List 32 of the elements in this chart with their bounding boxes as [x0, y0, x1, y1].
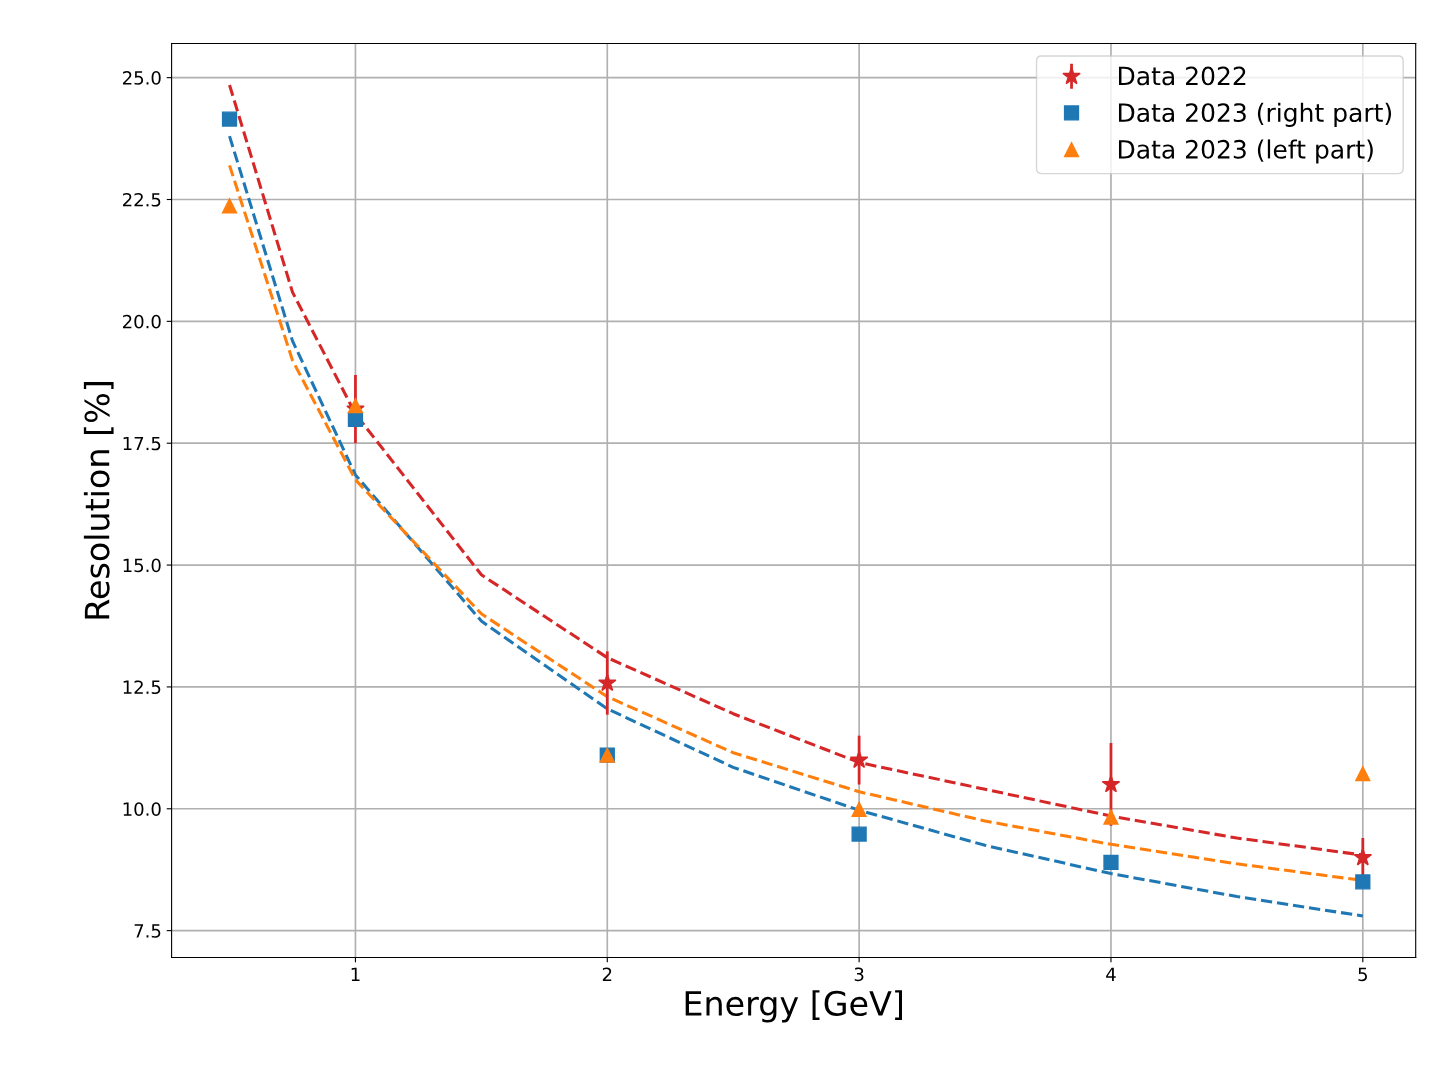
point	[347, 411, 364, 427]
point	[1101, 774, 1121, 793]
legend-label: Data 2023 (right part)	[1118, 102, 1392, 127]
y-tick-label: 20.0	[123, 314, 161, 329]
legend-label: Data 2023 (left part)	[1118, 139, 1373, 164]
point	[598, 673, 617, 692]
point	[849, 750, 869, 769]
point	[1353, 847, 1373, 866]
y-tick-label: 17.5	[123, 436, 161, 451]
legend-label: Data 2022	[1118, 66, 1246, 86]
y-axis-title: Resolution [%]	[83, 382, 114, 619]
point	[851, 801, 867, 817]
x-axis-title: Energy [GeV]	[685, 990, 903, 1023]
x-tick-label: 2	[602, 967, 612, 981]
y-tick-label: 22.5	[123, 192, 161, 207]
point	[1103, 809, 1119, 825]
y-tick-label: 25.0	[123, 71, 161, 85]
x-tick-label: 5	[1358, 967, 1367, 982]
point	[347, 398, 364, 414]
y-tick-label: 10.0	[123, 802, 161, 816]
point	[221, 111, 238, 127]
point	[221, 198, 238, 214]
x-tick-label: 1	[351, 967, 360, 981]
point	[1103, 854, 1119, 871]
point	[1355, 766, 1371, 782]
y-tick-label: 12.5	[123, 680, 161, 695]
x-tick-label: 3	[854, 967, 864, 982]
x-tick-label: 4	[1106, 967, 1116, 981]
point	[1355, 874, 1371, 890]
y-tick-label: 15.0	[123, 558, 161, 573]
point	[851, 826, 867, 842]
y-tick-label: 7.5	[134, 924, 161, 938]
